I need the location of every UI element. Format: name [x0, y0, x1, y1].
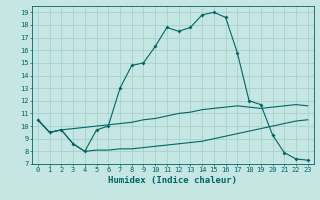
X-axis label: Humidex (Indice chaleur): Humidex (Indice chaleur): [108, 176, 237, 185]
